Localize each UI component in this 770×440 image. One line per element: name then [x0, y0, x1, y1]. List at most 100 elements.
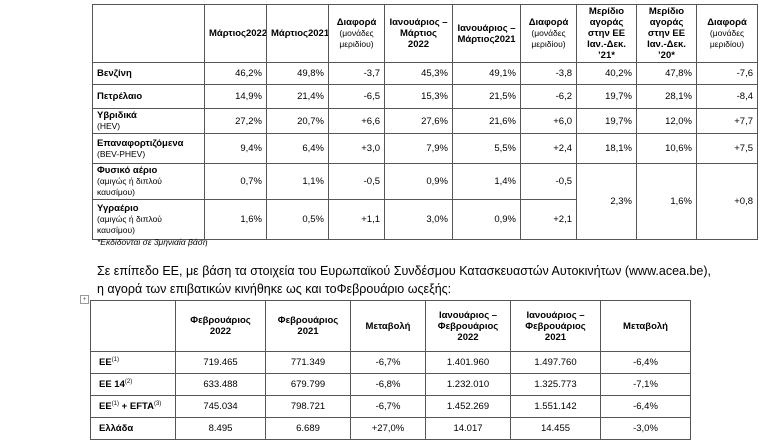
note-text: (μονάδες μεριδίου) — [709, 28, 745, 49]
note-text: (μονάδες μεριδίου) — [531, 28, 566, 49]
superscript: (1) — [111, 356, 120, 363]
cell: -6,4% — [600, 351, 691, 374]
cell: -7,1% — [600, 373, 691, 396]
cell: 1,4% — [452, 163, 521, 200]
row-label: Φυσικό αέριο (αμιγώς ή διπλού καυσίμου) — [92, 163, 205, 200]
label-text: ΕΕ — [99, 401, 112, 413]
label-text: + EFTA — [119, 401, 154, 413]
merged-cell: 2,3% — [576, 163, 637, 240]
header-cell: Φεβρουάριος 2022 — [175, 300, 266, 352]
cell: 14,9% — [204, 84, 267, 109]
cell: 21,5% — [452, 84, 521, 109]
header-cell: Μερίδιο αγοράς στην ΕΕ Ιαν.-Δεκ. ’20* — [636, 4, 697, 63]
cell: -6,7% — [350, 351, 426, 374]
cell: +6,6 — [328, 108, 385, 134]
label-text: ΕΕ — [99, 357, 112, 369]
superscript: (3) — [153, 400, 162, 407]
cell: 46,2% — [204, 62, 267, 85]
cell: +2,4 — [520, 133, 577, 164]
header-cell: Μεταβολή — [350, 300, 426, 352]
cell: 9,4% — [204, 133, 267, 164]
cell: 0,9% — [384, 163, 453, 200]
cell: 45,3% — [384, 62, 453, 85]
cell: 27,2% — [204, 108, 267, 134]
bold-text: Μάρτιος2021 — [271, 28, 329, 39]
label-text: Ελλάδα — [99, 423, 134, 434]
header-cell — [92, 4, 205, 63]
cell: -3,7 — [328, 62, 385, 85]
cell: 6.689 — [265, 417, 351, 440]
cell: 1.551.142 — [510, 395, 601, 418]
cell: 12,0% — [636, 108, 697, 134]
cell: 28,1% — [636, 84, 697, 109]
header-cell: Ιανουάριος – Φεβρουάριος 2021 — [510, 300, 601, 352]
cell: -6,2 — [520, 84, 577, 109]
table-row: ΕΕ(1) + EFTA(3) 745.034 798.721 -6,7% 1.452.… — [90, 395, 691, 418]
cell: 1.325.773 — [510, 373, 601, 396]
row-label: Πετρέλαιο — [92, 84, 205, 109]
header-cell: Διαφορά (μονάδες μεριδίου) — [696, 4, 758, 63]
cell: 0,5% — [266, 199, 329, 240]
table-row: Φυσικό αέριο (αμιγώς ή διπλού καυσίμου) 0,… — [92, 163, 758, 240]
header-row: Φεβρουάριος 2022 Φεβρουάριος 2021 Μεταβολή… — [90, 300, 691, 352]
note-text: (μονάδες μεριδίου) — [339, 28, 374, 49]
label-text: ΕΕ 14 — [99, 379, 125, 391]
header-cell: Μεταβολή — [600, 300, 691, 352]
header-row: Μάρτιος2022 Μάρτιος2021 Διαφορά (μονάδες με… — [92, 4, 758, 63]
table-row: Υβριδικά (HEV) 27,2% 20,7% +6,6 27,6% 21,6% +6,… — [92, 108, 758, 134]
header-cell — [90, 300, 176, 352]
table-handle[interactable]: + — [80, 295, 89, 304]
cell: 20,7% — [266, 108, 329, 134]
bold-text: Υβριδικά — [97, 110, 137, 121]
cell: 1.497.760 — [510, 351, 601, 374]
header-cell: Μάρτιος2021 — [266, 4, 329, 63]
cell: -6,5 — [328, 84, 385, 109]
bold-text: Μερίδιο αγοράς στην ΕΕ Ιαν.-Δεκ. ’21* — [587, 6, 626, 61]
cell: 0,9% — [452, 199, 521, 240]
footnote: *Εκδίδονται σε 3μηνιαία βάση — [97, 237, 208, 247]
bold-text: Επαναφορτιζόμενα — [97, 137, 184, 149]
table-row: ΕΕ 14(2) 633.488 679.799 -6,8% 1.232.010 1.32… — [90, 373, 691, 396]
cell: +7,7 — [696, 108, 758, 134]
superscript: (1) — [111, 400, 120, 407]
cell: 798.721 — [265, 395, 351, 418]
cell: 1.401.960 — [425, 351, 511, 374]
note-text: (αμιγώς ή διπλού καυσίμου) — [97, 176, 162, 197]
header-cell: Μάρτιος2022 — [204, 4, 267, 63]
bold-text: Ιανουάριος – Μάρτιος 2022 — [389, 17, 448, 50]
header-cell: Διαφορά (μονάδες μεριδίου) — [328, 4, 385, 63]
table-row: Πετρέλαιο 14,9% 21,4% -6,5 15,3% 21,5% -6,2 19,… — [92, 84, 758, 109]
paragraph: Σε επίπεδο ΕΕ, με βάση τα στοιχεία του Ε… — [97, 264, 712, 296]
bold-text: Διαφορά — [336, 17, 377, 28]
row-label: ΕΕ(1) + EFTA(3) — [90, 395, 176, 418]
cell: 1.232.010 — [425, 373, 511, 396]
cell: 49,8% — [266, 62, 329, 85]
cell: 3,0% — [384, 199, 453, 240]
bold-text: Πετρέλαιο — [97, 91, 143, 102]
table-row: Βενζίνη 46,2% 49,8% -3,7 45,3% 49,1% -3,8 40,2%… — [92, 62, 758, 85]
cell: +1,1 — [328, 199, 385, 240]
bold-text: Μάρτιος2022 — [209, 28, 267, 39]
note-text: (HEV) — [97, 121, 121, 131]
header-cell: Διαφορά (μονάδες μεριδίου) — [520, 4, 577, 63]
cell: 8.495 — [175, 417, 266, 440]
row-label: Υγραέριο (αμιγώς ή διπλού καυσίμου) — [92, 199, 205, 240]
cell: 771.349 — [265, 351, 351, 374]
cell: 1.452.269 — [425, 395, 511, 418]
header-cell: Ιανουάριος – Φεβρουάριος 2022 — [425, 300, 511, 352]
bold-text: Υγραέριο — [97, 203, 139, 214]
cell: -6,8% — [350, 373, 426, 396]
superscript: (2) — [124, 378, 133, 385]
cell: 27,6% — [384, 108, 453, 134]
header-cell: Ιανουάριος – Μάρτιος2021 — [452, 4, 521, 63]
cell: 14.017 — [425, 417, 511, 440]
table-row: ΕΕ(1) 719.465 771.349 -6,7% 1.401.960 1.497.7… — [90, 351, 691, 374]
header-cell: Φεβρουάριος 2021 — [265, 300, 351, 352]
row-label: Βενζίνη — [92, 62, 205, 85]
cell: 6,4% — [266, 133, 329, 164]
row-label: ΕΕ 14(2) — [90, 373, 176, 396]
cell: 1,1% — [266, 163, 329, 200]
cell: +6,0 — [520, 108, 577, 134]
row-label: Ελλάδα — [90, 417, 176, 440]
